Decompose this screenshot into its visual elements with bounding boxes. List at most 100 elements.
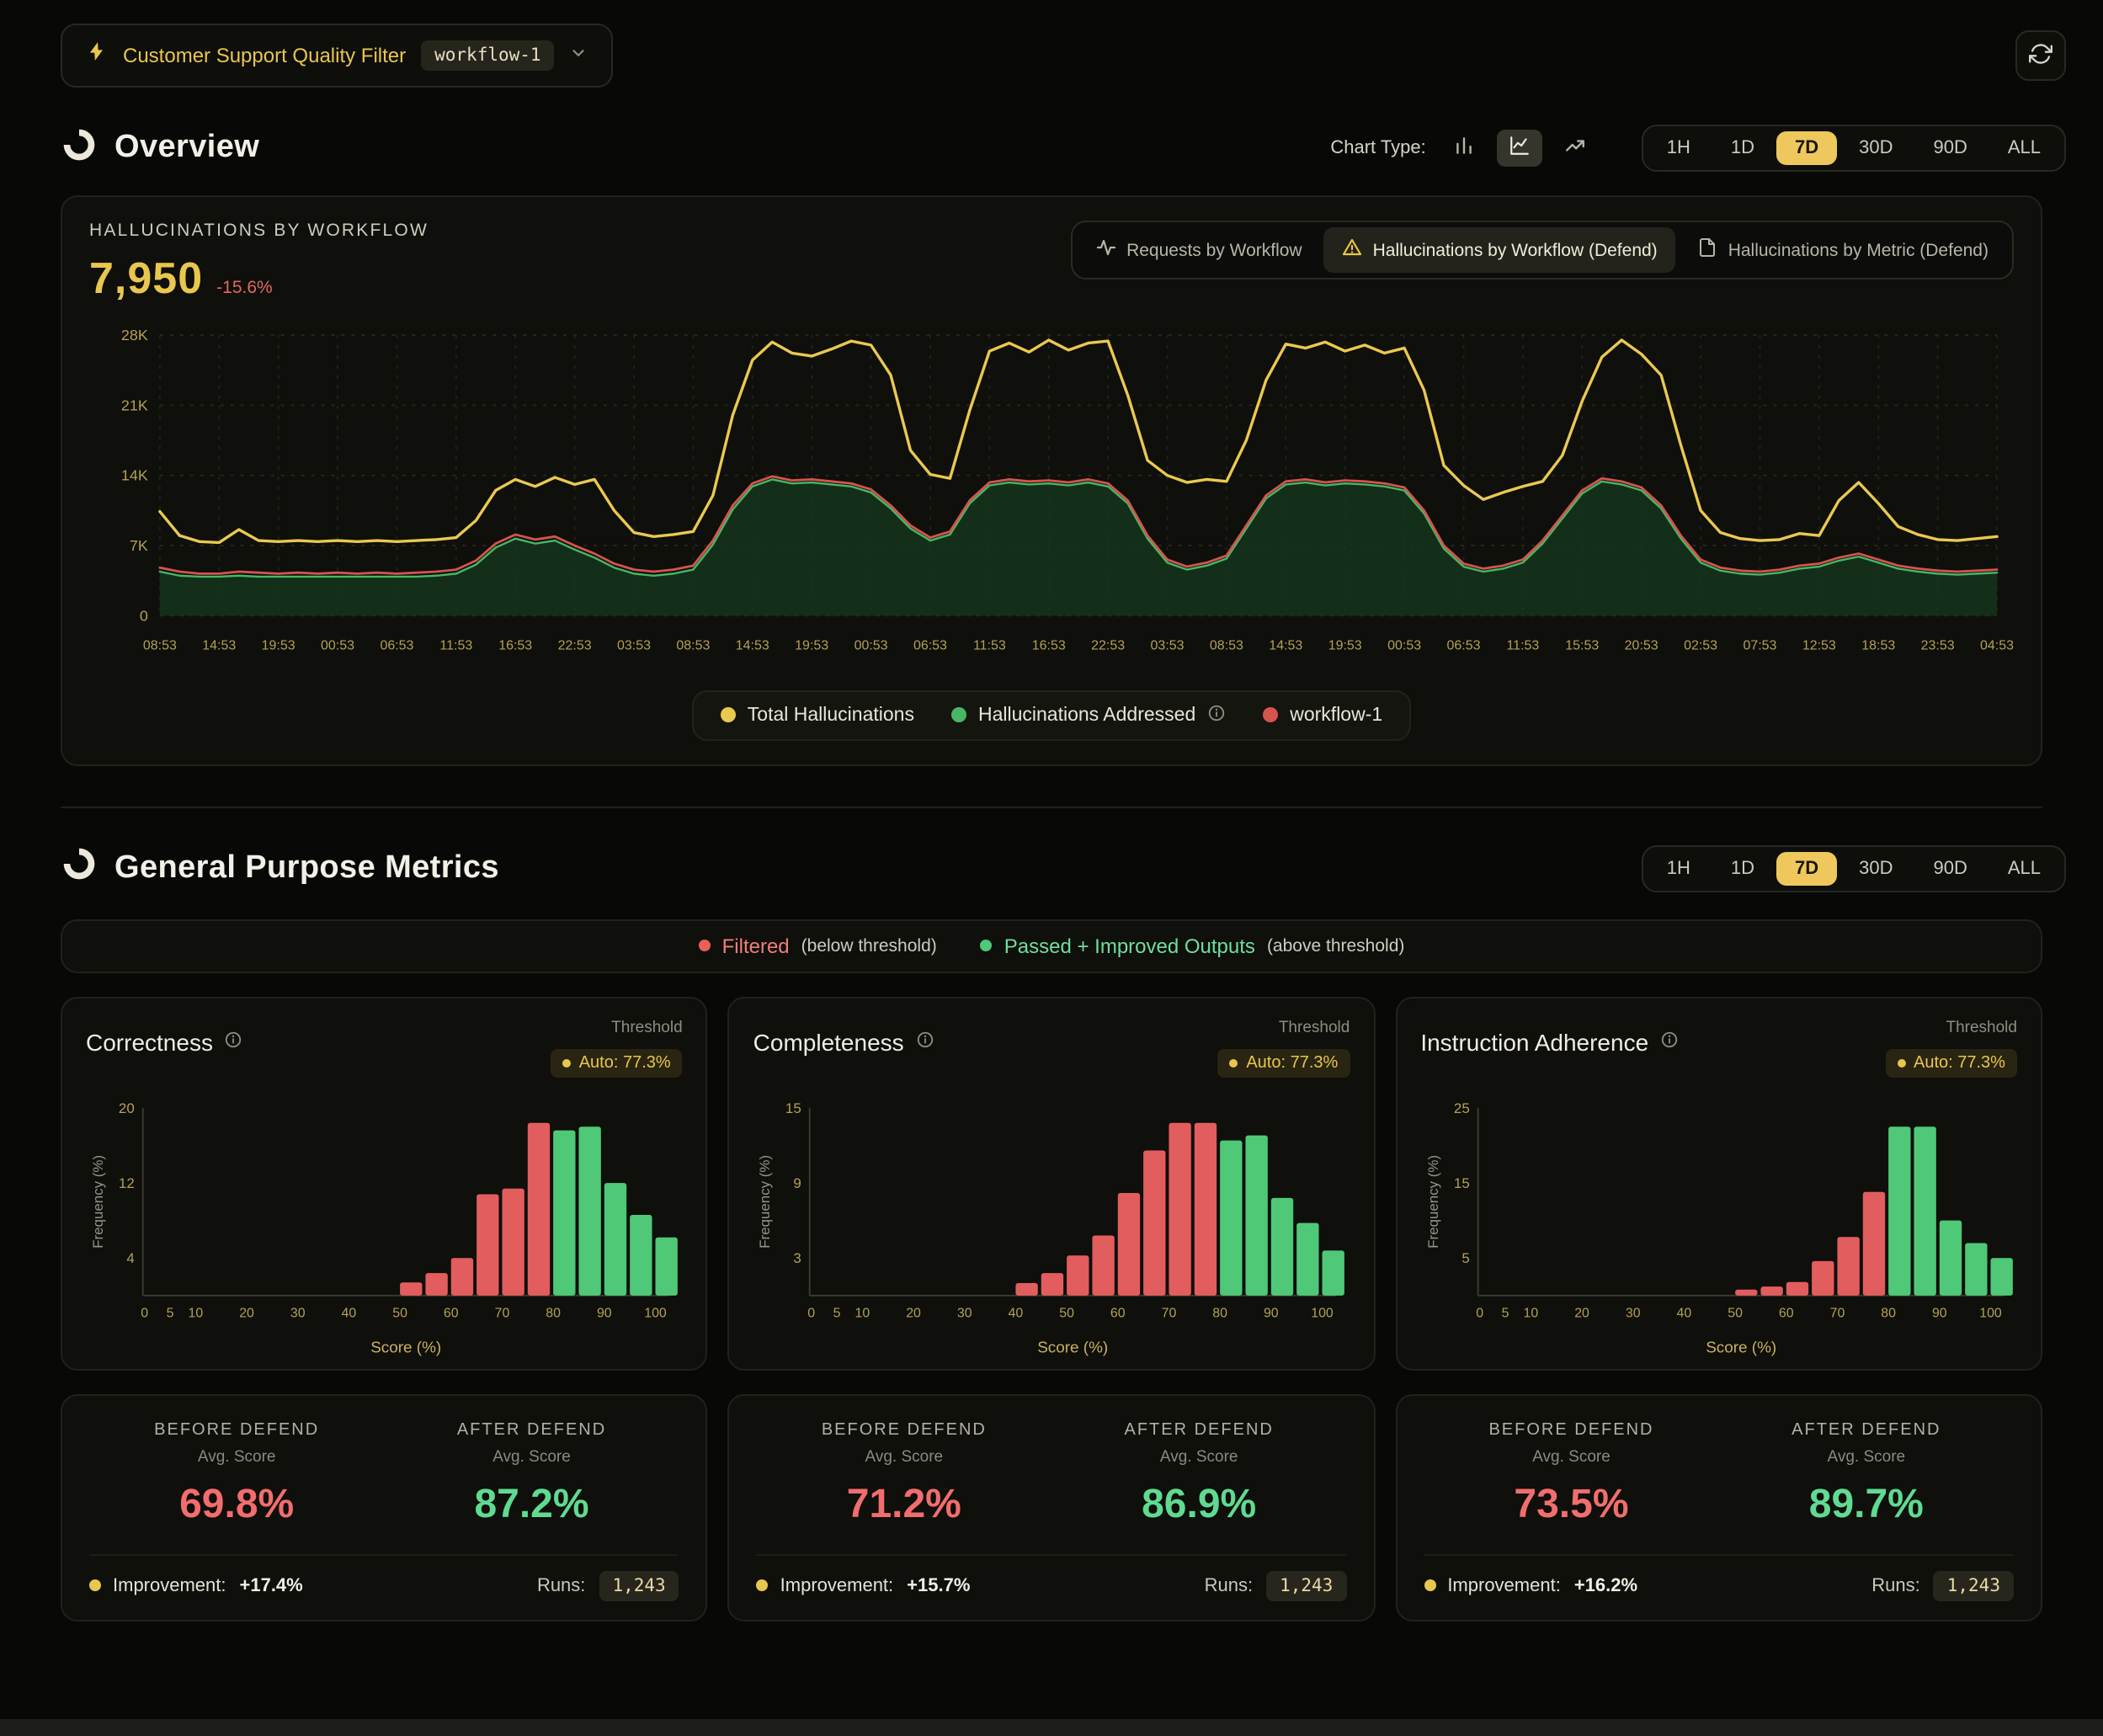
hallucinations-chart[interactable]: 08:53 14:53 19:53 00:53 06:53 11:53 16:53 22:53…: [89, 322, 2014, 666]
svg-text:40: 40: [1009, 1306, 1024, 1320]
yellow-dot: [1424, 1579, 1436, 1592]
svg-text:16:53: 16:53: [1032, 638, 1066, 652]
tab-hallucinations-by-metric[interactable]: Hallucinations by Metric (Defend): [1680, 227, 2007, 273]
svg-text:19:53: 19:53: [1328, 638, 1362, 652]
info-icon[interactable]: [916, 1026, 934, 1057]
chart-type-bar[interactable]: [1441, 130, 1487, 167]
svg-text:18:53: 18:53: [1861, 638, 1895, 652]
metrics-header: General Purpose Metrics 1H 1D 7D 30D 90D…: [0, 844, 2103, 892]
metrics-range-1h[interactable]: 1H: [1648, 851, 1709, 885]
svg-text:10: 10: [189, 1306, 204, 1320]
overview-range-1d[interactable]: 1D: [1712, 131, 1773, 165]
yellow-dot: [1897, 1058, 1905, 1068]
runs-count: 1,243: [1266, 1570, 1347, 1601]
refresh-button[interactable]: [2015, 30, 2066, 81]
svg-text:9: 9: [794, 1174, 801, 1190]
bar-chart-icon: [1453, 135, 1475, 162]
filter-label: Customer Support Quality Filter: [123, 44, 407, 67]
legend-workflow-1: workflow-1: [1263, 705, 1382, 725]
svg-text:14:53: 14:53: [1269, 638, 1302, 652]
stats-card-completeness: BEFORE DEFEND Avg. Score 71.2% AFTER DEF…: [727, 1393, 1376, 1622]
improvement: Improvement: +17.4%: [89, 1576, 303, 1596]
stats-card-correctness: BEFORE DEFEND Avg. Score 69.8% AFTER DEF…: [61, 1393, 708, 1622]
svg-text:08:53: 08:53: [143, 638, 177, 652]
svg-text:12: 12: [119, 1174, 135, 1190]
improvement: Improvement: +15.7%: [756, 1576, 970, 1596]
metrics-range-90d[interactable]: 90D: [1914, 851, 1985, 885]
svg-text:14:53: 14:53: [202, 638, 236, 652]
overview-range-7d[interactable]: 7D: [1776, 131, 1838, 165]
workflow-chip: workflow-1: [421, 40, 555, 71]
legend-filtered: Filtered (below threshold): [698, 934, 937, 957]
legend-hallucinations-addressed: Hallucinations Addressed: [950, 703, 1226, 727]
svg-text:70: 70: [1162, 1306, 1177, 1320]
svg-text:60: 60: [1778, 1306, 1793, 1320]
svg-text:11:53: 11:53: [439, 638, 472, 652]
red-dot: [1263, 707, 1279, 723]
tab-hallucinations-by-workflow[interactable]: Hallucinations by Workflow (Defend): [1323, 227, 1676, 273]
metric-card-correctness: Correctness Threshold Auto: 77.3% 4 12 20 0…: [61, 996, 708, 1371]
after-score: 89.7%: [1808, 1481, 1924, 1527]
svg-text:22:53: 22:53: [558, 638, 592, 652]
pulse-icon: [1096, 237, 1116, 263]
yellow-dot: [1229, 1058, 1238, 1068]
metrics-range-all[interactable]: ALL: [1989, 851, 2059, 885]
info-icon[interactable]: [1207, 703, 1226, 727]
yellow-dot: [89, 1579, 101, 1592]
tab-requests-by-workflow[interactable]: Requests by Workflow: [1078, 227, 1321, 273]
svg-text:11:53: 11:53: [1506, 638, 1539, 652]
overview-range-all[interactable]: ALL: [1989, 131, 2059, 165]
svg-text:20: 20: [119, 1100, 135, 1116]
info-icon[interactable]: [1660, 1026, 1679, 1057]
runs-count: 1,243: [1933, 1570, 2014, 1601]
legend-passed: Passed + Improved Outputs (above thresho…: [980, 934, 1404, 957]
metrics-range-7d[interactable]: 7D: [1776, 851, 1838, 886]
stats-row: BEFORE DEFEND Avg. Score 69.8% AFTER DEF…: [61, 1393, 2042, 1622]
svg-text:Score (%): Score (%): [370, 1339, 441, 1356]
threshold-badge: Auto: 77.3%: [550, 1048, 683, 1078]
before-score: 71.2%: [846, 1481, 961, 1527]
metrics-time-range: 1H 1D 7D 30D 90D ALL: [1641, 844, 2066, 892]
completeness-histogram[interactable]: 3 9 15 0 5 10 20 30 40 50 60 70 80 90 100 Score (%) Freq…: [753, 1094, 1350, 1359]
svg-text:20: 20: [1574, 1306, 1589, 1320]
metrics-range-30d[interactable]: 30D: [1840, 851, 1911, 885]
metric-title: Instruction Adherence: [1420, 1028, 1649, 1056]
runs: Runs: 1,243: [1205, 1570, 1347, 1601]
chart-type-line[interactable]: [1496, 130, 1542, 167]
chart-type-label: Chart Type:: [1330, 138, 1426, 158]
overview-header: Overview Chart Type:: [0, 125, 2103, 172]
instruction-adherence-histogram[interactable]: 5 15 25 0 5 10 20 30 40 50 60 70 80 90 100 Score (%) Fre…: [1420, 1094, 2017, 1359]
svg-text:70: 70: [495, 1306, 510, 1320]
svg-text:08:53: 08:53: [1210, 638, 1243, 652]
after-score: 87.2%: [474, 1481, 589, 1527]
threshold-label: Threshold: [611, 1018, 683, 1037]
svg-text:4: 4: [126, 1250, 134, 1266]
svg-text:100: 100: [1312, 1306, 1334, 1320]
svg-text:80: 80: [1213, 1306, 1228, 1320]
svg-text:50: 50: [1728, 1306, 1743, 1320]
runs-count: 1,243: [599, 1570, 679, 1601]
svg-text:30: 30: [958, 1306, 973, 1320]
chart-type-trend[interactable]: [1552, 130, 1598, 167]
svg-text:80: 80: [1881, 1306, 1896, 1320]
svg-text:25: 25: [1453, 1100, 1469, 1116]
svg-text:5: 5: [1461, 1250, 1469, 1266]
svg-text:40: 40: [1676, 1306, 1691, 1320]
svg-text:10: 10: [1523, 1306, 1538, 1320]
overview-range-90d[interactable]: 90D: [1914, 131, 1985, 165]
warning-triangle-icon: [1343, 237, 1363, 263]
workflow-filter-selector[interactable]: Customer Support Quality Filter workflow…: [61, 24, 614, 88]
metrics-range-1d[interactable]: 1D: [1712, 851, 1773, 885]
yellow-dot: [562, 1058, 571, 1068]
svg-text:00:53: 00:53: [321, 638, 354, 652]
hallucinations-card: HALLUCINATIONS BY WORKFLOW 7,950 -15.6% …: [61, 195, 2042, 766]
metric-title: Correctness: [86, 1028, 213, 1056]
logo-icon: [61, 125, 98, 171]
svg-text:90: 90: [597, 1306, 612, 1320]
overview-range-30d[interactable]: 30D: [1840, 131, 1911, 165]
overview-range-1h[interactable]: 1H: [1648, 131, 1709, 165]
info-icon[interactable]: [225, 1026, 243, 1057]
red-dot: [698, 940, 711, 952]
svg-text:11:53: 11:53: [973, 638, 1006, 652]
correctness-histogram[interactable]: 4 12 20 0 5 10 20 30 40 50 60 70 80 90 100 Score (%) Fre…: [86, 1094, 683, 1359]
